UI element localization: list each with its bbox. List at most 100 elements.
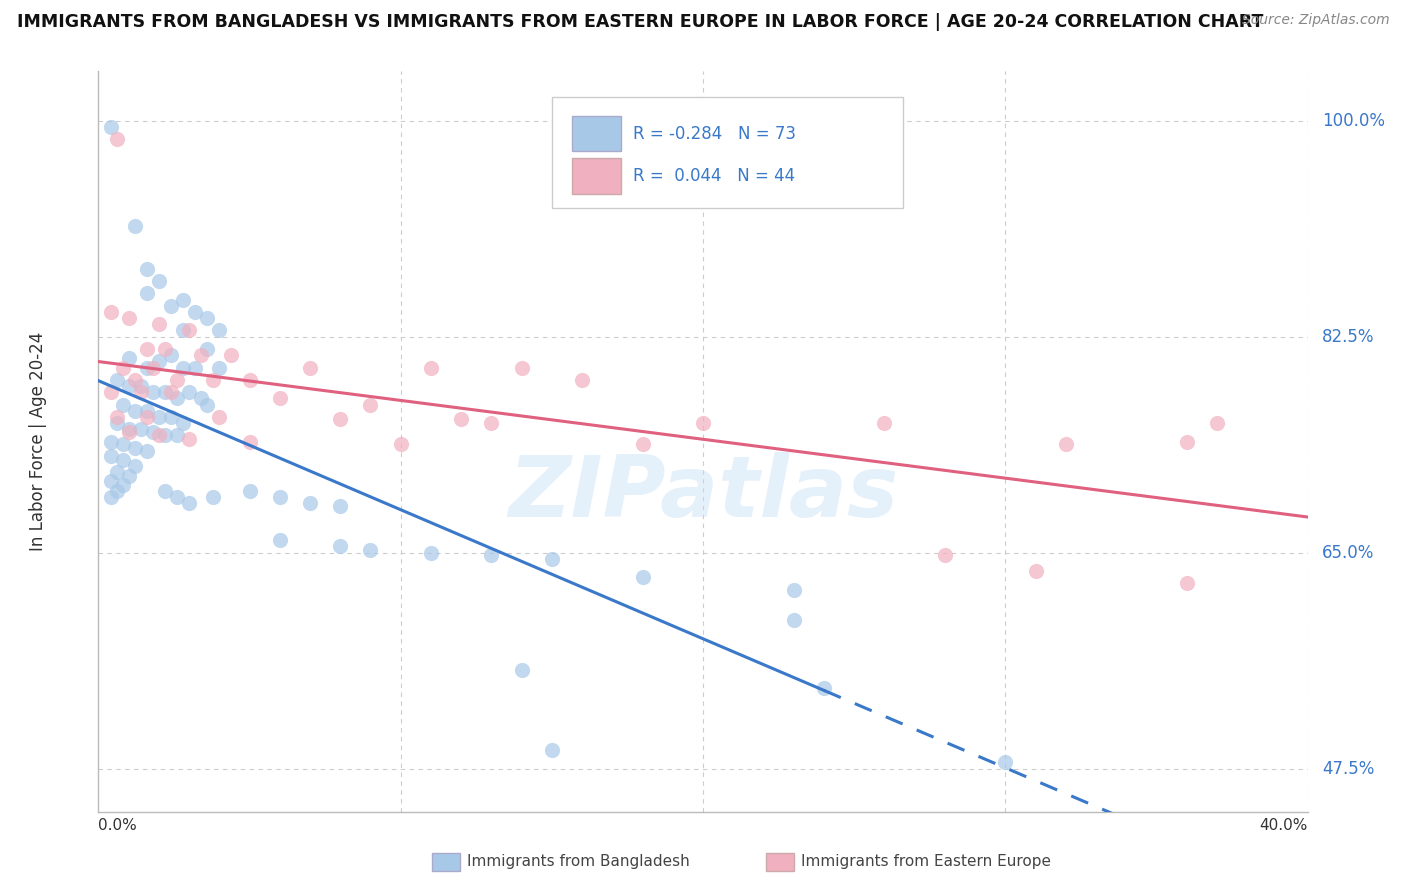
- Point: [172, 324, 194, 338]
- Point: [160, 385, 183, 400]
- Point: [329, 540, 352, 554]
- Point: [111, 453, 134, 467]
- Point: [269, 392, 291, 406]
- Point: [135, 342, 157, 356]
- Point: [1175, 434, 1198, 449]
- Point: [692, 416, 714, 430]
- Point: [100, 474, 122, 488]
- Point: [208, 324, 231, 338]
- Point: [118, 311, 141, 326]
- Point: [269, 533, 291, 548]
- Point: [481, 548, 503, 562]
- Point: [148, 318, 170, 332]
- Text: 47.5%: 47.5%: [1322, 759, 1375, 778]
- Point: [166, 392, 188, 406]
- Point: [195, 342, 218, 356]
- Point: [100, 120, 122, 134]
- Point: [329, 412, 352, 426]
- Point: [142, 385, 165, 400]
- Point: [118, 422, 141, 436]
- Point: [631, 570, 654, 584]
- Point: [135, 286, 157, 301]
- Point: [153, 483, 176, 498]
- Point: [184, 360, 207, 375]
- Point: [160, 409, 183, 424]
- Point: [299, 496, 322, 510]
- Point: [299, 360, 322, 375]
- Point: [105, 132, 128, 146]
- Point: [100, 434, 122, 449]
- Text: Immigrants from Bangladesh: Immigrants from Bangladesh: [467, 855, 689, 869]
- Point: [105, 373, 128, 387]
- Point: [540, 551, 562, 566]
- Point: [179, 385, 201, 400]
- Point: [129, 379, 152, 393]
- Point: [420, 546, 443, 560]
- Point: [239, 434, 262, 449]
- Point: [1024, 564, 1046, 578]
- Point: [172, 360, 194, 375]
- Point: [135, 360, 157, 375]
- Point: [208, 409, 231, 424]
- Point: [166, 428, 188, 442]
- Point: [111, 477, 134, 491]
- Point: [1175, 576, 1198, 591]
- Point: [100, 305, 122, 319]
- Text: Source: ZipAtlas.com: Source: ZipAtlas.com: [1241, 13, 1389, 28]
- Point: [129, 385, 152, 400]
- Point: [142, 425, 165, 439]
- Point: [111, 360, 134, 375]
- Text: 82.5%: 82.5%: [1322, 327, 1375, 346]
- Point: [124, 403, 146, 417]
- Point: [105, 466, 128, 480]
- Point: [179, 324, 201, 338]
- Point: [208, 360, 231, 375]
- Point: [184, 305, 207, 319]
- Point: [124, 373, 146, 387]
- FancyBboxPatch shape: [572, 116, 621, 152]
- Point: [100, 490, 122, 504]
- Point: [124, 219, 146, 233]
- Point: [179, 496, 201, 510]
- Point: [994, 756, 1017, 770]
- Text: IMMIGRANTS FROM BANGLADESH VS IMMIGRANTS FROM EASTERN EUROPE IN LABOR FORCE | AG: IMMIGRANTS FROM BANGLADESH VS IMMIGRANTS…: [17, 13, 1263, 31]
- Point: [153, 428, 176, 442]
- Text: In Labor Force | Age 20-24: In Labor Force | Age 20-24: [30, 332, 46, 551]
- Point: [179, 432, 201, 446]
- Point: [510, 663, 533, 677]
- Text: 65.0%: 65.0%: [1322, 543, 1375, 562]
- Point: [142, 360, 165, 375]
- Point: [124, 459, 146, 474]
- Point: [153, 342, 176, 356]
- Point: [873, 416, 896, 430]
- Point: [1054, 437, 1077, 451]
- Point: [160, 299, 183, 313]
- Point: [148, 274, 170, 288]
- Text: Immigrants from Eastern Europe: Immigrants from Eastern Europe: [801, 855, 1052, 869]
- Point: [135, 444, 157, 458]
- Point: [166, 490, 188, 504]
- Point: [148, 409, 170, 424]
- Point: [783, 614, 806, 628]
- Point: [1206, 416, 1229, 430]
- Point: [813, 681, 835, 696]
- Point: [129, 422, 152, 436]
- Point: [111, 437, 134, 451]
- Point: [239, 373, 262, 387]
- Point: [190, 392, 212, 406]
- Point: [571, 373, 593, 387]
- Point: [631, 437, 654, 451]
- Point: [118, 351, 141, 365]
- Point: [195, 311, 218, 326]
- Text: 40.0%: 40.0%: [1260, 818, 1308, 833]
- Point: [105, 483, 128, 498]
- Text: 0.0%: 0.0%: [98, 818, 138, 833]
- Point: [172, 293, 194, 307]
- Point: [135, 261, 157, 276]
- Point: [105, 416, 128, 430]
- Point: [202, 373, 225, 387]
- Point: [420, 360, 443, 375]
- Point: [118, 379, 141, 393]
- FancyBboxPatch shape: [572, 158, 621, 194]
- Point: [118, 469, 141, 483]
